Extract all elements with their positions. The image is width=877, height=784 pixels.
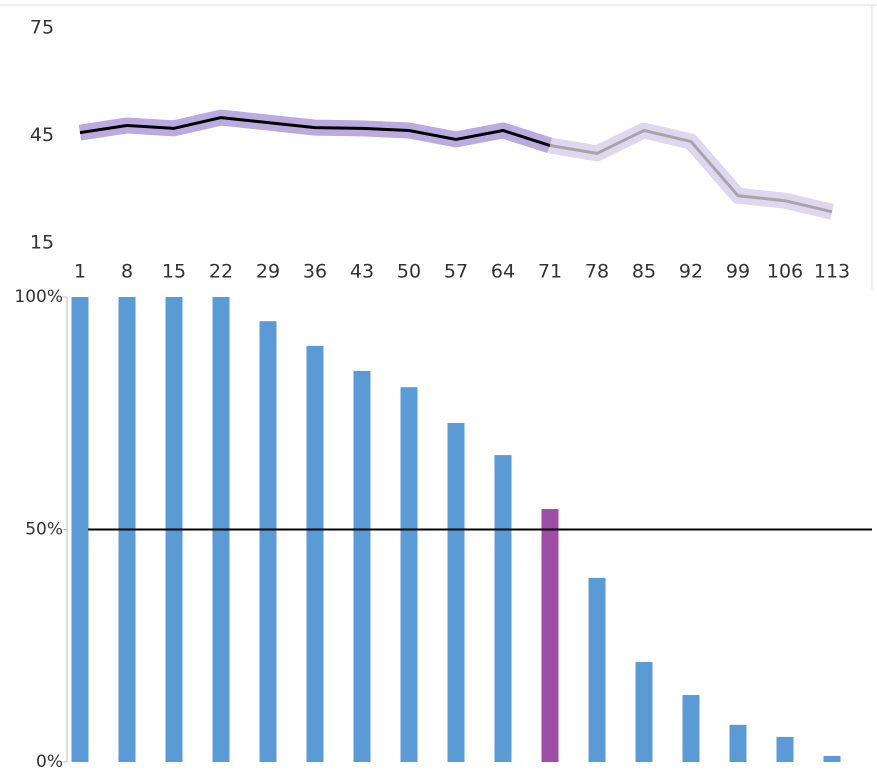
bar [635, 662, 653, 762]
bar [71, 297, 89, 762]
y-tick-label: 15 [30, 232, 54, 254]
line [549, 128, 833, 214]
bar [588, 577, 606, 762]
x-tick-label: 43 [350, 261, 374, 283]
y-tick-label: 50% [25, 520, 63, 540]
x-tick-label: 15 [162, 261, 186, 283]
x-tick-label: 92 [679, 261, 703, 283]
y-tick-label: 100% [14, 287, 63, 307]
x-tick-label: 36 [303, 261, 327, 283]
confidence-band [78, 109, 553, 154]
line [79, 116, 551, 147]
bar [494, 455, 512, 762]
x-tick-label: 57 [444, 261, 468, 283]
x-tick-label: 106 [767, 261, 803, 283]
y-tick-label: 75 [30, 17, 54, 39]
x-tick-label: 8 [121, 261, 133, 283]
x-tick-label: 50 [397, 261, 421, 283]
x-tick-label: 85 [632, 261, 656, 283]
x-tick-label: 113 [814, 261, 850, 283]
bar [353, 370, 371, 762]
bar [682, 695, 700, 762]
bar [729, 724, 747, 762]
x-tick-label: 99 [726, 261, 750, 283]
bar [776, 736, 794, 762]
x-tick-label: 29 [256, 261, 280, 283]
x-tick-label: 22 [209, 261, 233, 283]
y-tick-label: 45 [30, 124, 54, 146]
bar [400, 387, 418, 762]
x-tick-label: 78 [585, 261, 609, 283]
y-tick-label: 0% [36, 752, 63, 772]
bar [306, 345, 324, 762]
bar [823, 755, 841, 762]
x-tick-label: 71 [538, 261, 562, 283]
bar [447, 423, 465, 762]
x-tick-label: 64 [491, 261, 515, 283]
x-tick-label: 1 [74, 261, 86, 283]
bar [541, 509, 559, 762]
bar [259, 321, 277, 762]
